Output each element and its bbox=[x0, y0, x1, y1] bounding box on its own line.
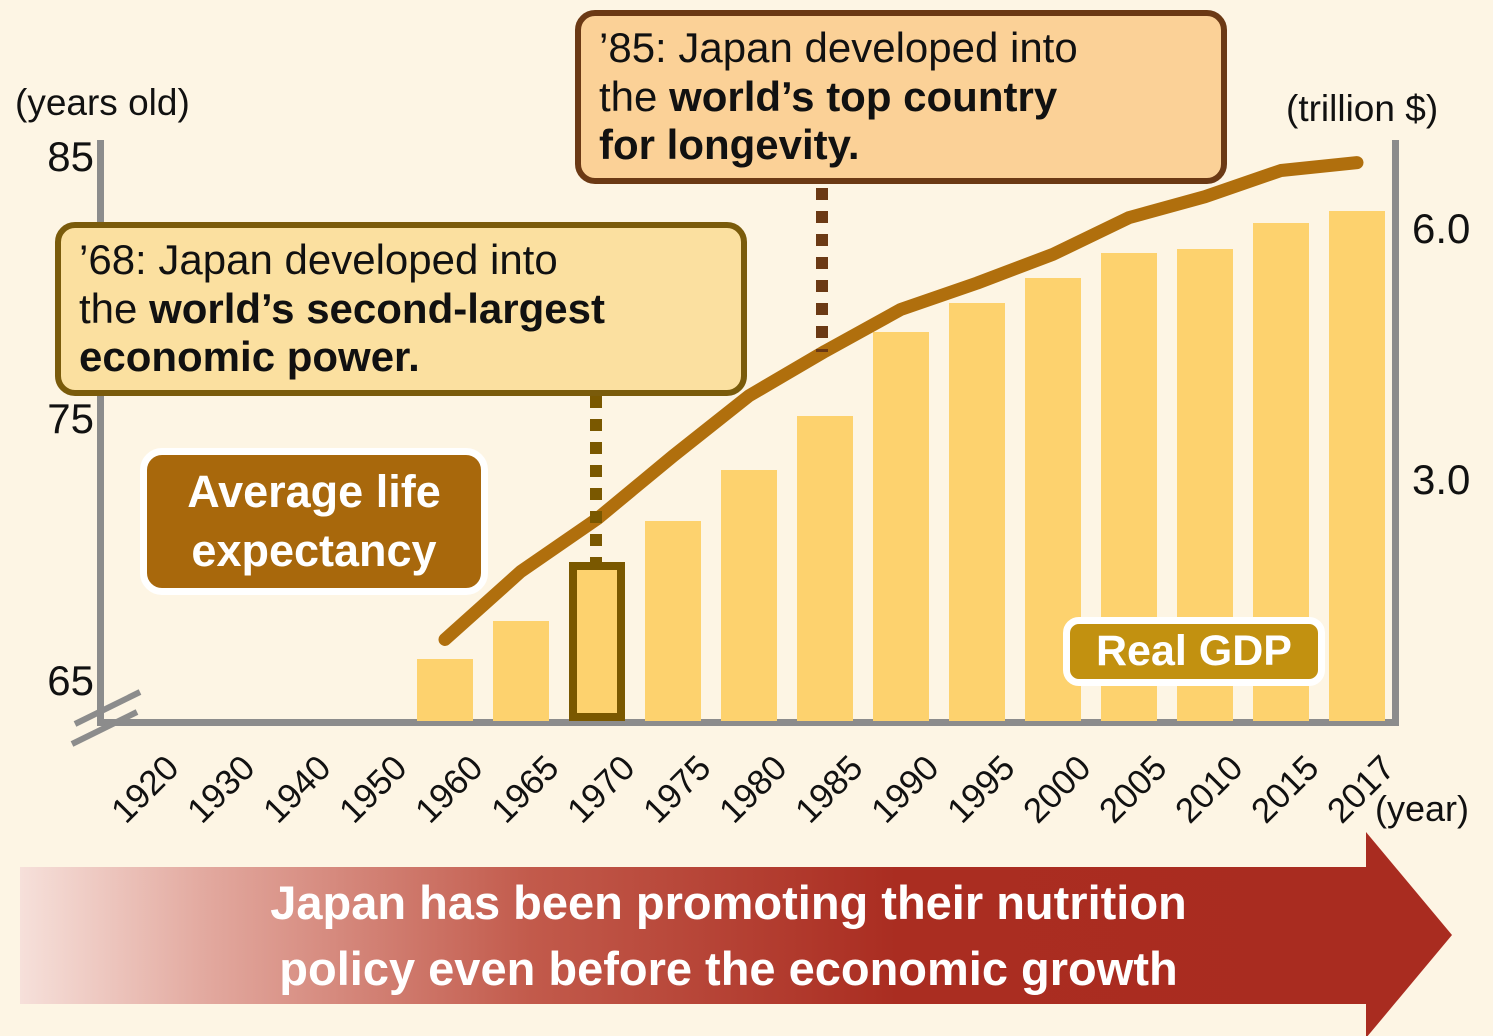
left-axis-unit-label: (years old) bbox=[15, 82, 190, 123]
banner-arrowhead-icon bbox=[1366, 832, 1452, 1036]
left-axis bbox=[97, 140, 104, 723]
life-expectancy-legend-line2: expectancy bbox=[191, 524, 437, 576]
annotations-1985-line-2: the world’s top country bbox=[599, 73, 1203, 122]
gdp-bar-1970 bbox=[569, 562, 625, 721]
annotations-1968-line-3: economic power. bbox=[79, 333, 723, 382]
x-tick-label-2005: 2005 bbox=[1091, 748, 1175, 831]
dotted-connector-1985 bbox=[816, 188, 828, 352]
annotation-text-segment: the bbox=[599, 72, 670, 120]
x-axis-unit-label: (year) bbox=[1375, 788, 1470, 829]
annotations-1968-line-1: ’68: Japan developed into bbox=[79, 236, 723, 285]
x-tick-label-1975: 1975 bbox=[635, 748, 719, 831]
annotation-text-segment: ’68: Japan developed into bbox=[79, 236, 558, 283]
x-tick-label-2010: 2010 bbox=[1167, 748, 1251, 831]
annotation-text-segment: for longevity. bbox=[599, 121, 860, 169]
gdp-bar-1985 bbox=[797, 415, 853, 721]
x-tick-label-1970: 1970 bbox=[559, 748, 643, 831]
banner-line-2: policy even before the economic growth bbox=[279, 941, 1178, 995]
right-axis-tick-3.0: 3.0 bbox=[1412, 455, 1471, 503]
x-tick-label-1995: 1995 bbox=[939, 748, 1023, 831]
right-axis-unit-label: (trillion $) bbox=[1286, 88, 1439, 129]
annotation-1968-economy: ’68: Japan developed into the world’s sec… bbox=[55, 222, 747, 397]
x-tick-label-1960: 1960 bbox=[407, 748, 491, 831]
annotation-1985-longevity: ’85: Japan developed into the world’s top… bbox=[575, 10, 1227, 185]
dotted-connector-1968 bbox=[590, 396, 602, 562]
gdp-bar-1960 bbox=[417, 658, 473, 721]
x-tick-label-2000: 2000 bbox=[1015, 748, 1099, 831]
annotations-1968-line-2: the world’s second-largest bbox=[79, 285, 723, 334]
life-expectancy-legend-badge: Average life expectancy bbox=[140, 448, 488, 595]
gdp-bar-1975 bbox=[645, 520, 701, 721]
x-tick-label-1990: 1990 bbox=[863, 748, 947, 831]
x-tick-label-1980: 1980 bbox=[711, 748, 795, 831]
annotation-text-segment: the bbox=[79, 284, 150, 332]
left-axis-tick-75: 75 bbox=[47, 395, 94, 442]
x-tick-label-1940: 1940 bbox=[255, 748, 339, 831]
annotation-text-segment: economic power. bbox=[79, 333, 420, 381]
gdp-bar-1965 bbox=[493, 621, 549, 721]
x-tick-label-1985: 1985 bbox=[787, 748, 871, 831]
left-axis-tick-85: 85 bbox=[47, 133, 94, 180]
nutrition-policy-banner: Japan has been promoting their nutrition… bbox=[20, 867, 1367, 1004]
gdp-bar-2017 bbox=[1329, 210, 1385, 721]
life-expectancy-legend-line1: Average life bbox=[187, 466, 441, 517]
real-gdp-legend-badge: Real GDP bbox=[1063, 617, 1325, 686]
right-axis bbox=[1392, 140, 1399, 723]
annotation-text-segment: ’85: Japan developed into bbox=[599, 24, 1078, 71]
x-axis bbox=[97, 719, 1399, 726]
gdp-bar-1990 bbox=[873, 332, 929, 721]
x-tick-label-2015: 2015 bbox=[1243, 748, 1327, 831]
annotation-text-segment: world’s top country bbox=[669, 72, 1058, 120]
x-tick-label-1950: 1950 bbox=[331, 748, 415, 831]
x-tick-label-1930: 1930 bbox=[179, 748, 263, 831]
left-axis-tick-65: 65 bbox=[47, 657, 94, 704]
gdp-bar-1980 bbox=[721, 470, 777, 721]
banner-line-1: Japan has been promoting their nutrition bbox=[270, 875, 1187, 929]
annotation-text-segment: world’s second-largest bbox=[149, 284, 605, 332]
annotations-1985-line-3: for longevity. bbox=[599, 121, 1203, 170]
x-tick-label-1965: 1965 bbox=[483, 748, 567, 831]
right-axis-tick-6.0: 6.0 bbox=[1412, 204, 1471, 252]
gdp-bar-1995 bbox=[949, 302, 1005, 721]
annotations-1985-line-1: ’85: Japan developed into bbox=[599, 24, 1203, 73]
x-tick-label-1920: 1920 bbox=[103, 748, 187, 831]
